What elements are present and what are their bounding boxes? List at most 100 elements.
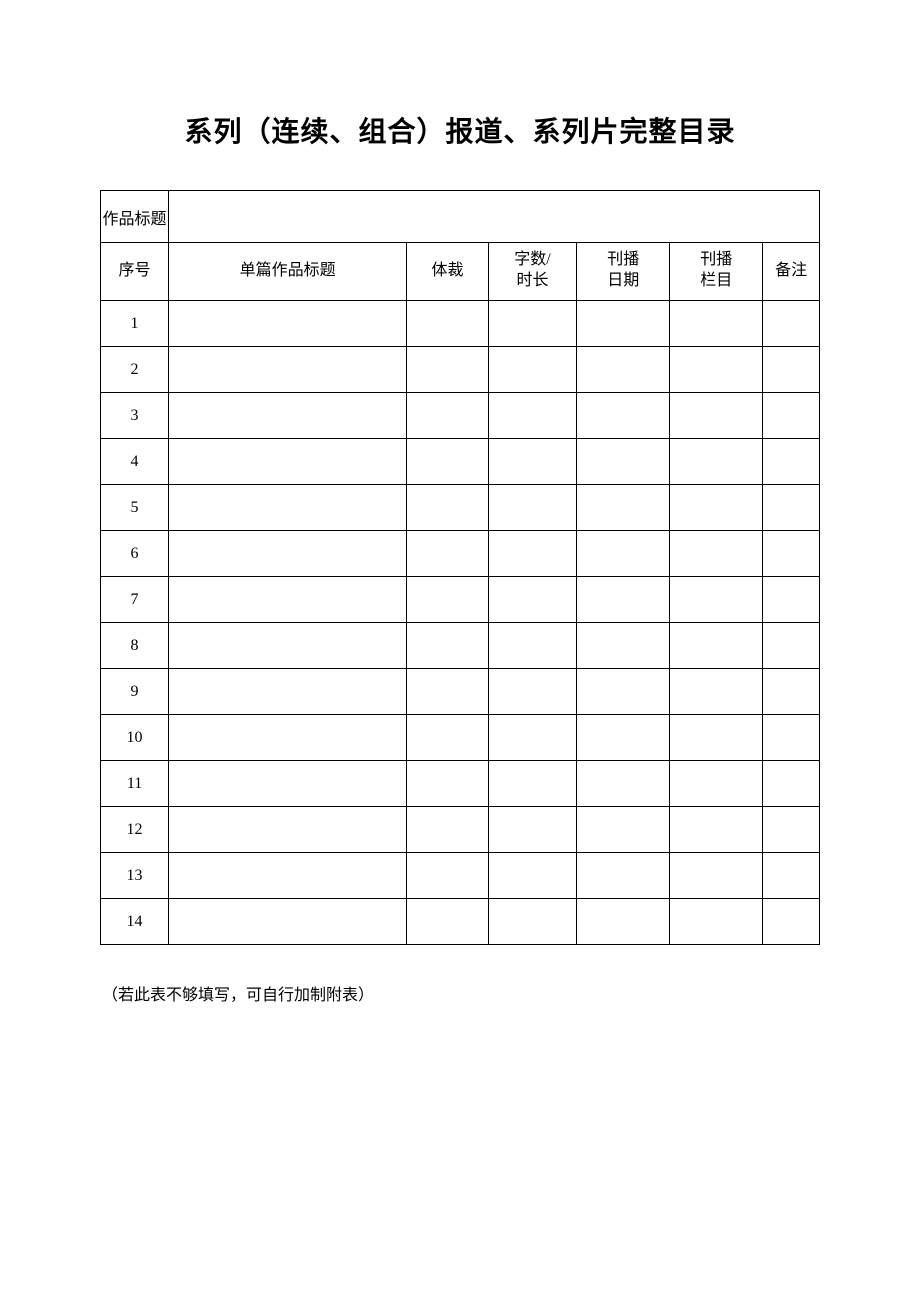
cell-remark [763, 439, 820, 485]
cell-count [488, 439, 576, 485]
table-row: 10 [101, 715, 820, 761]
table-header-row: 序号 单篇作品标题 体裁 字数/ 时长 刊播 日期 刊播 栏目 [101, 243, 820, 301]
cell-seq: 3 [101, 393, 169, 439]
cell-remark [763, 623, 820, 669]
cell-date [577, 807, 670, 853]
cell-genre [407, 301, 489, 347]
cell-remark [763, 715, 820, 761]
cell-count [488, 623, 576, 669]
cell-seq: 7 [101, 577, 169, 623]
cell-date [577, 439, 670, 485]
cell-date [577, 301, 670, 347]
footnote: （若此表不够填写，可自行加制附表） [100, 981, 820, 1005]
cell-count [488, 301, 576, 347]
cell-item_title [169, 761, 407, 807]
cell-count [488, 715, 576, 761]
cell-genre [407, 807, 489, 853]
header-date-line1: 刊播 [607, 251, 639, 268]
cell-seq: 8 [101, 623, 169, 669]
table-row: 8 [101, 623, 820, 669]
cell-genre [407, 899, 489, 945]
cell-date [577, 853, 670, 899]
cell-count [488, 669, 576, 715]
cell-seq: 9 [101, 669, 169, 715]
cell-date [577, 761, 670, 807]
cell-seq: 13 [101, 853, 169, 899]
cell-column [670, 669, 763, 715]
cell-genre [407, 853, 489, 899]
cell-genre [407, 623, 489, 669]
header-column-line1: 刊播 [700, 251, 732, 268]
cell-count [488, 853, 576, 899]
table-row: 11 [101, 761, 820, 807]
header-item-title: 单篇作品标题 [169, 243, 407, 301]
cell-remark [763, 577, 820, 623]
header-seq: 序号 [101, 243, 169, 301]
table-row: 6 [101, 531, 820, 577]
cell-item_title [169, 485, 407, 531]
cell-column [670, 531, 763, 577]
cell-genre [407, 669, 489, 715]
cell-column [670, 301, 763, 347]
cell-date [577, 485, 670, 531]
cell-remark [763, 853, 820, 899]
cell-genre [407, 577, 489, 623]
cell-seq: 2 [101, 347, 169, 393]
cell-remark [763, 807, 820, 853]
cell-item_title [169, 577, 407, 623]
cell-item_title [169, 623, 407, 669]
cell-item_title [169, 807, 407, 853]
cell-date [577, 623, 670, 669]
cell-column [670, 439, 763, 485]
cell-remark [763, 301, 820, 347]
cell-item_title [169, 853, 407, 899]
cell-seq: 14 [101, 899, 169, 945]
cell-seq: 10 [101, 715, 169, 761]
header-date: 刊播 日期 [577, 243, 670, 301]
cell-column [670, 485, 763, 531]
table-row: 14 [101, 899, 820, 945]
cell-date [577, 393, 670, 439]
header-count: 字数/ 时长 [488, 243, 576, 301]
cell-item_title [169, 439, 407, 485]
cell-column [670, 715, 763, 761]
cell-item_title [169, 531, 407, 577]
cell-item_title [169, 347, 407, 393]
table-row: 7 [101, 577, 820, 623]
cell-item_title [169, 669, 407, 715]
cell-seq: 12 [101, 807, 169, 853]
cell-column [670, 899, 763, 945]
cell-column [670, 347, 763, 393]
cell-remark [763, 347, 820, 393]
cell-date [577, 899, 670, 945]
cell-column [670, 761, 763, 807]
cell-item_title [169, 899, 407, 945]
cell-date [577, 347, 670, 393]
cell-count [488, 347, 576, 393]
cell-seq: 1 [101, 301, 169, 347]
header-count-line1: 字数/ [514, 251, 550, 268]
cell-genre [407, 761, 489, 807]
table-row: 5 [101, 485, 820, 531]
work-title-value [169, 191, 820, 243]
cell-seq: 11 [101, 761, 169, 807]
cell-column [670, 393, 763, 439]
cell-remark [763, 899, 820, 945]
cell-genre [407, 531, 489, 577]
page-title: 系列（连续、组合）报道、系列片完整目录 [100, 110, 820, 150]
cell-genre [407, 485, 489, 531]
cell-remark [763, 393, 820, 439]
cell-column [670, 853, 763, 899]
header-genre: 体裁 [407, 243, 489, 301]
cell-count [488, 577, 576, 623]
cell-date [577, 531, 670, 577]
cell-count [488, 531, 576, 577]
cell-date [577, 715, 670, 761]
cell-item_title [169, 715, 407, 761]
work-title-label: 作品标题 [101, 191, 169, 243]
header-column: 刊播 栏目 [670, 243, 763, 301]
cell-item_title [169, 301, 407, 347]
cell-column [670, 623, 763, 669]
cell-genre [407, 439, 489, 485]
table-row: 9 [101, 669, 820, 715]
